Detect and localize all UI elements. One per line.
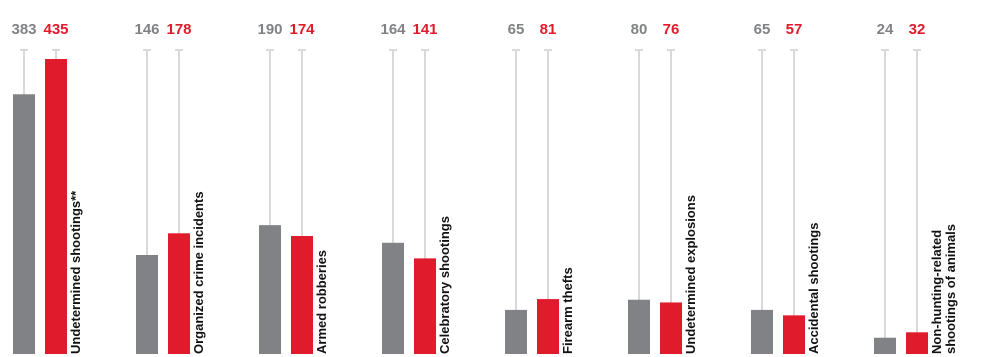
bar <box>136 254 158 354</box>
category-label: Accidental shootings <box>806 223 821 354</box>
value-label: 76 <box>663 21 680 38</box>
value-label: 164 <box>380 21 406 38</box>
bar <box>874 337 896 354</box>
bar <box>783 315 805 354</box>
bar <box>45 59 67 354</box>
bar <box>13 94 35 354</box>
value-label: 146 <box>134 21 159 38</box>
category-label: Undetermined explosions <box>683 195 698 354</box>
value-label: 32 <box>909 21 926 38</box>
value-label: 80 <box>631 21 648 38</box>
category-label: Celebratory shootings <box>437 216 452 354</box>
category-label: Organized crime incidents <box>191 191 206 354</box>
bar <box>906 332 928 354</box>
value-label: 141 <box>412 21 437 38</box>
category-label: shootings of animals <box>943 224 958 354</box>
category-label: Armed robberies <box>314 250 329 354</box>
category-label: Firearm thefts <box>560 267 575 354</box>
bar <box>751 309 773 354</box>
value-label: 81 <box>540 21 557 38</box>
value-label: 57 <box>786 21 803 38</box>
bar <box>628 299 650 354</box>
bar <box>660 302 682 354</box>
value-label: 24 <box>877 21 894 38</box>
value-label: 383 <box>11 21 36 38</box>
bar <box>537 299 559 354</box>
bar <box>505 309 527 354</box>
value-label: 65 <box>508 21 525 38</box>
category-label: Undetermined shootings** <box>68 190 83 354</box>
bar <box>291 236 313 354</box>
value-label: 65 <box>754 21 771 38</box>
bar <box>168 233 190 354</box>
value-label: 174 <box>289 21 315 38</box>
bar <box>382 242 404 354</box>
bar <box>259 225 281 354</box>
value-label: 435 <box>43 21 68 38</box>
bar <box>414 258 436 354</box>
category-label: Non-hunting-related <box>929 230 944 354</box>
value-label: 190 <box>257 21 282 38</box>
value-label: 178 <box>166 21 191 38</box>
